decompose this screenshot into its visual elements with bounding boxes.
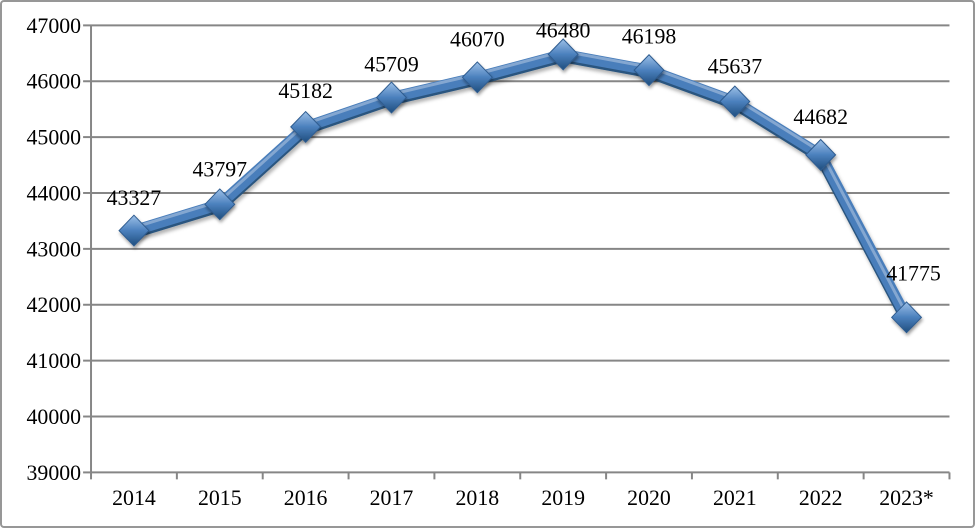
data-label: 41775	[886, 262, 941, 286]
x-tick-label: 2017	[370, 486, 414, 510]
y-tick-label: 40000	[27, 405, 82, 429]
line-shadow-edge	[127, 50, 913, 326]
data-point-marker	[890, 301, 923, 334]
y-tick-label: 43000	[27, 237, 82, 261]
data-point-marker	[204, 188, 236, 221]
y-tick-label: 45000	[27, 126, 82, 150]
line-body	[128, 48, 913, 323]
data-point-marker	[290, 110, 322, 144]
y-tick-label: 47000	[27, 14, 82, 38]
data-series-line	[127, 48, 913, 326]
line-highlight	[132, 49, 909, 316]
data-point-marker	[719, 85, 751, 118]
x-tick-label: 2021	[713, 486, 757, 510]
data-label: 46480	[536, 19, 591, 43]
data-point-marker	[461, 61, 493, 94]
data-point-marker	[375, 81, 408, 114]
y-tick-label: 44000	[27, 181, 82, 205]
data-label: 43327	[107, 186, 162, 210]
y-tick-label: 39000	[27, 461, 82, 485]
data-label: 45709	[364, 53, 419, 77]
data-label: 46198	[622, 24, 677, 48]
data-label: 43797	[193, 158, 248, 182]
data-label: 46070	[450, 28, 505, 52]
x-tick-label: 2016	[284, 486, 328, 510]
data-label: 44682	[793, 105, 848, 129]
gridlines	[91, 24, 950, 418]
data-point-marker	[118, 214, 150, 247]
x-tick-label: 2019	[541, 486, 585, 510]
data-point-marker	[547, 38, 579, 71]
y-tick-label: 42000	[27, 293, 82, 317]
data-label: 45182	[278, 79, 333, 103]
data-point-marker	[633, 54, 665, 87]
y-tick-label: 46000	[27, 70, 82, 94]
data-point-marker	[805, 138, 837, 171]
x-tick-label: 2014	[112, 486, 156, 510]
axes	[83, 24, 951, 480]
x-tick-label: 2020	[627, 486, 671, 510]
data-label: 45637	[708, 55, 763, 79]
data-point-markers	[118, 38, 923, 334]
x-tick-label: 2018	[455, 486, 499, 510]
x-tick-label: 2022	[799, 486, 843, 510]
y-tick-label: 41000	[27, 349, 82, 373]
x-tick-label: 2015	[198, 486, 242, 510]
x-tick-label: 2023*	[879, 486, 934, 510]
